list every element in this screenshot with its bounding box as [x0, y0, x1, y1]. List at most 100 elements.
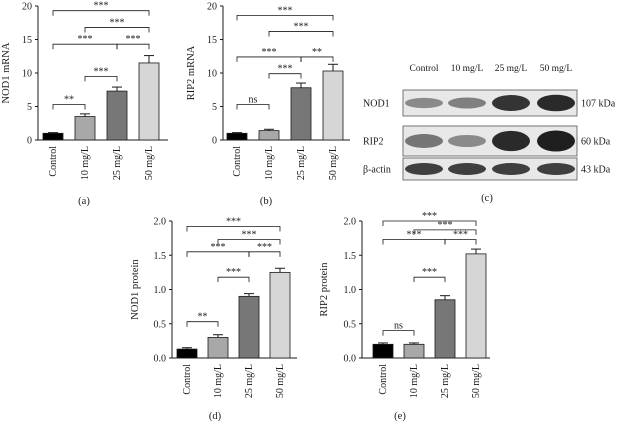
significance-label: *** [422, 267, 437, 278]
significance-bracket [116, 43, 150, 50]
significance-bracket [84, 75, 118, 82]
x-tick-label: Control [48, 146, 59, 177]
significance-label: *** [126, 34, 141, 45]
chart-panel-e: 0.0 0.5 1.0 1.5 2.0 RIP2 protein Control 10 mg/… [319, 211, 490, 422]
x-tick-label: 10 mg/L [213, 364, 224, 398]
western-blot-panel-c: Control 10 mg/L 25 mg/L 50 mg/L NOD1 107 kDa R… [363, 64, 616, 204]
y-axis-label: RIP2 protein [319, 262, 330, 317]
blot-band [537, 94, 575, 112]
y-tick-label: 15 [207, 35, 217, 46]
blot-band [448, 163, 486, 175]
bar [465, 253, 487, 359]
bar [258, 130, 280, 141]
bar [138, 62, 160, 141]
chart-panel-b: 0 5 10 15 20 RIP2 mRNA Control 10 mg/L 25 mg/L 50… [186, 2, 350, 207]
x-tick-label: 50 mg/L [471, 364, 482, 398]
y-tick-label: 0 [27, 136, 32, 147]
significance-bracket [382, 220, 477, 226]
y-tick-label: 0 [212, 136, 217, 147]
significance-label: ns [249, 94, 258, 105]
protein-label: RIP2 [363, 137, 384, 148]
blot-band [405, 163, 443, 175]
significance-label: *** [422, 211, 437, 222]
x-tick-label: 50 mg/L [328, 146, 339, 180]
bar [322, 70, 344, 141]
y-tick-label: 1.5 [154, 251, 167, 262]
lane-label: 10 mg/L [451, 64, 484, 74]
panel-label: (a) [78, 196, 90, 207]
y-tick-label: 10 [207, 69, 217, 80]
chart-panel-a: 0 5 10 15 20 NOD1 mRNA Control 10 mg/L 25 mg/L 50… [1, 1, 168, 207]
blot-band [492, 95, 530, 111]
blot-band [405, 134, 443, 148]
x-tick-label: 25 mg/L [440, 364, 451, 398]
significance-label: *** [110, 17, 125, 28]
y-axis-label: NOD1 mRNA [1, 42, 12, 103]
x-tick-label: 10 mg/L [264, 146, 275, 180]
panel-label: (c) [481, 193, 493, 204]
x-tick-label: Control [378, 364, 389, 395]
x-tick-label: 25 mg/L [112, 146, 123, 180]
y-axis-label: NOD1 protein [130, 259, 141, 320]
blot-strip [402, 157, 578, 181]
significance-bracket [217, 239, 281, 245]
bar [269, 271, 291, 359]
blot-band [537, 130, 575, 152]
significance-bracket [217, 276, 250, 283]
significance-label: *** [242, 229, 257, 240]
significance-bracket [186, 321, 219, 327]
bar [74, 116, 96, 141]
blot-band [492, 163, 530, 175]
x-tick-label: 10 mg/L [409, 364, 420, 398]
significance-label: ns [394, 321, 403, 332]
significance-bracket [236, 14, 334, 21]
significance-label: ** [198, 312, 208, 323]
blot-band [537, 163, 575, 175]
significance-label: *** [278, 5, 293, 16]
significance-label: *** [78, 34, 93, 45]
x-tick-label: 50 mg/L [144, 146, 155, 180]
lane-label: 25 mg/L [495, 64, 528, 74]
y-tick-label: 1.5 [344, 251, 357, 262]
y-tick-label: 2.0 [154, 217, 167, 228]
y-tick-label: 20 [22, 2, 32, 13]
bar [403, 343, 425, 359]
significance-label: *** [211, 242, 226, 253]
significance-bracket [268, 31, 334, 37]
significance-label: *** [438, 220, 453, 231]
bar [207, 337, 229, 359]
kda-label: 43 kDa [581, 165, 611, 176]
significance-bracket [52, 104, 86, 110]
bar [434, 299, 456, 359]
panel-label: (e) [394, 411, 406, 422]
significance-bracket [186, 226, 281, 232]
significance-label: *** [94, 1, 109, 12]
significance-bracket [236, 56, 302, 62]
y-tick-label: 0.5 [344, 319, 357, 330]
significance-label: *** [226, 216, 241, 227]
kda-label: 60 kDa [581, 137, 611, 148]
y-tick-label: 20 [207, 2, 217, 13]
significance-bracket [382, 330, 415, 336]
blot-band [492, 130, 530, 152]
y-tick-label: 1.0 [154, 285, 167, 296]
significance-label: ** [64, 94, 74, 105]
significance-bracket [84, 27, 150, 33]
significance-bracket [382, 239, 446, 245]
significance-bracket [413, 229, 477, 235]
y-axis-label: RIP2 mRNA [186, 45, 197, 100]
significance-bracket [268, 73, 302, 79]
y-tick-label: 0.0 [154, 354, 167, 365]
significance-bracket [52, 10, 150, 16]
y-tick-label: 1.0 [344, 285, 357, 296]
y-tick-label: 2.0 [344, 217, 357, 228]
bar [176, 348, 198, 359]
bar [226, 132, 248, 141]
x-tick-label: 10 mg/L [80, 146, 91, 180]
x-tick-label: 25 mg/L [296, 146, 307, 180]
significance-label: ** [312, 47, 322, 58]
y-tick-label: 10 [22, 69, 32, 80]
significance-label: *** [453, 229, 468, 240]
